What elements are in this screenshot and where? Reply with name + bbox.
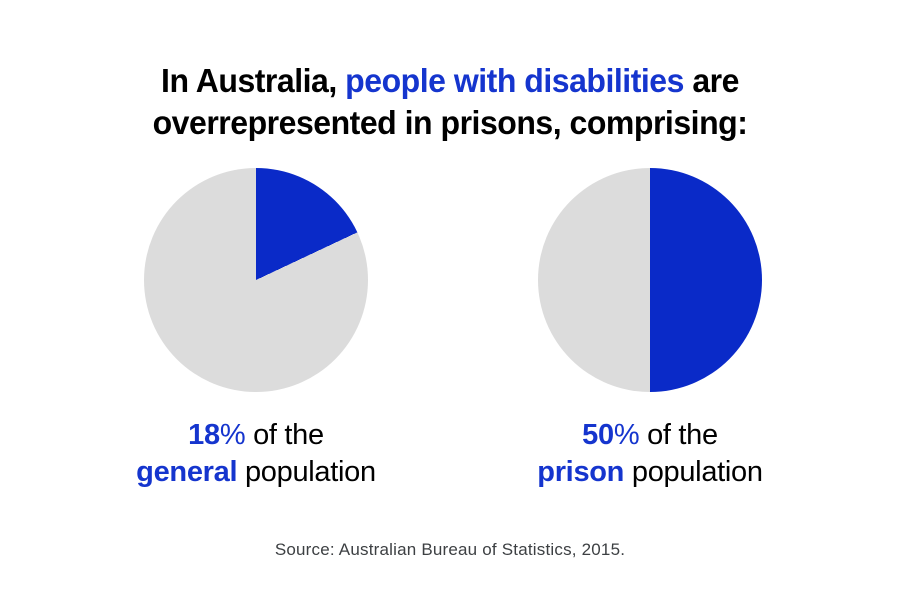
page-title: In Australia, people with disabilities a… <box>14 60 887 144</box>
caption-text: population <box>624 456 763 488</box>
source-attribution: Source: Australian Bureau of Statistics,… <box>274 540 626 559</box>
pie-chart-general-population <box>144 168 368 392</box>
highlight-word: prison <box>537 456 625 488</box>
title-highlight: people with disabilities <box>345 62 684 100</box>
title-line2: overrepresented in prisons, comprising: <box>152 104 748 142</box>
percent-value: 18 <box>188 419 220 451</box>
caption-general-population: 18% of the general population <box>56 417 456 491</box>
percent-sign: % <box>219 419 246 451</box>
percent-value: 50 <box>582 419 614 451</box>
highlight-word: general <box>136 456 238 488</box>
title-suffix: are <box>683 62 739 100</box>
pie-chart-prison-population <box>538 168 762 392</box>
title-prefix: In Australia, <box>161 62 346 100</box>
title-line1: In Australia, people with disabilities a… <box>161 62 739 99</box>
caption-text: of the <box>639 419 718 451</box>
caption-text: population <box>237 456 376 488</box>
caption-text: of the <box>245 419 324 451</box>
caption-prison-population: 50% of the prison population <box>450 417 850 491</box>
percent-sign: % <box>613 419 640 451</box>
